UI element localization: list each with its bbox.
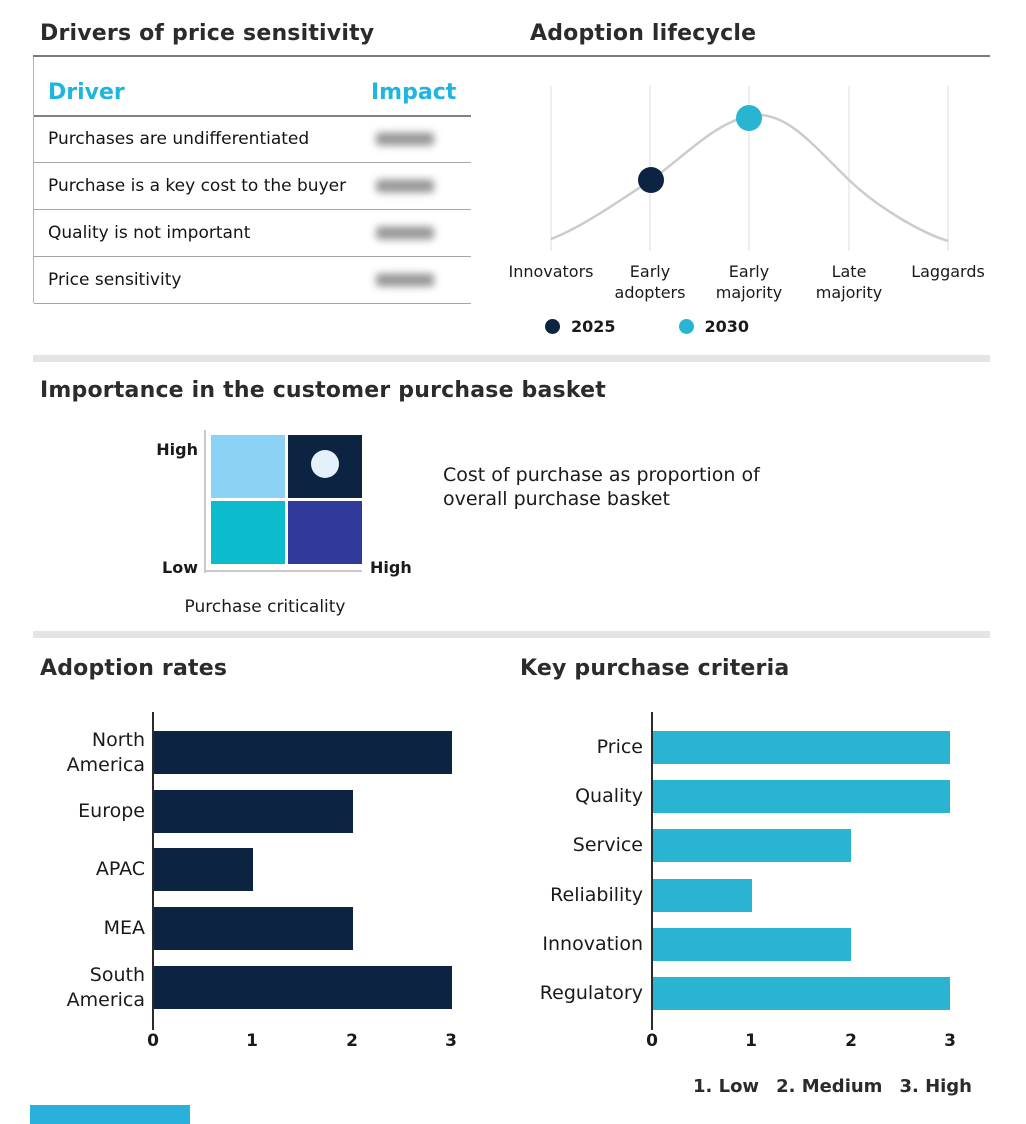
- driver-cell: Quality is not important: [48, 222, 251, 243]
- table-row: Quality is not important: [34, 209, 471, 257]
- stage-label: Late majority: [815, 262, 883, 302]
- drivers-table-header: Driver Impact: [34, 57, 471, 117]
- quadrant-bottom-right: [288, 501, 362, 564]
- point-2030: [736, 105, 762, 131]
- stage-label: Early majority: [715, 262, 783, 302]
- x-tick-label: 1: [745, 1031, 757, 1051]
- matrix-x-high-label: High: [370, 558, 412, 577]
- legend-dot-2025: [545, 319, 560, 334]
- x-tick-label: 1: [246, 1031, 258, 1051]
- driver-cell: Purchase is a key cost to the buyer: [48, 175, 347, 196]
- basket-annotation: Cost of purchase as proportion of overal…: [443, 464, 760, 510]
- category-label: Reliability: [550, 884, 643, 907]
- impact-redacted-value: [376, 226, 434, 239]
- x-tick-label: 3: [944, 1031, 956, 1051]
- legend-item-2030: 2030: [678, 317, 750, 336]
- purchase-basket-matrix: [211, 435, 362, 564]
- section-divider: [33, 631, 990, 638]
- scale-footnote-item: 1. Low: [692, 1076, 760, 1097]
- table-row: Price sensitivity: [34, 256, 471, 304]
- scale-footnote-item: 3. High: [899, 1076, 972, 1097]
- lifecycle-curve-chart: [550, 86, 949, 251]
- category-label: South America: [66, 964, 145, 1011]
- table-row: Purchase is a key cost to the buyer: [34, 162, 471, 210]
- stage-label: Innovators: [508, 262, 594, 281]
- top-title-rule: [33, 55, 990, 57]
- stage-label: Laggards: [911, 262, 985, 281]
- section-divider: [33, 355, 990, 362]
- legend-dot-2030: [678, 319, 694, 334]
- bar-innovation: [653, 928, 851, 961]
- legend-label: 2030: [704, 317, 750, 336]
- x-tick-label: 2: [845, 1031, 857, 1051]
- x-tick-label: 3: [445, 1031, 457, 1051]
- matrix-y-high-label: High: [156, 440, 198, 459]
- category-label: Innovation: [542, 933, 643, 956]
- bar-reliability: [653, 879, 752, 912]
- drivers-title: Drivers of price sensitivity: [40, 21, 375, 46]
- category-label: Regulatory: [539, 982, 643, 1005]
- matrix-x-axis-line: [204, 570, 362, 572]
- bar-south-america: [154, 966, 452, 1009]
- category-label: North America: [66, 729, 145, 776]
- driver-cell: Purchases are undifferentiated: [48, 128, 310, 149]
- point-2025: [638, 167, 664, 193]
- scale-footnote: 1. Low 2. Medium 3. High: [600, 1076, 972, 1097]
- footer-accent-bar: [30, 1105, 190, 1124]
- criteria-title: Key purchase criteria: [520, 656, 790, 681]
- table-row: Purchases are undifferentiated: [34, 115, 471, 163]
- impact-redacted-value: [376, 273, 434, 286]
- stage-label: Early adopters: [614, 262, 686, 302]
- matrix-axis-title: Purchase criticality: [184, 597, 346, 617]
- legend-label: 2025: [571, 317, 616, 336]
- matrix-highlight-dot: [311, 450, 339, 478]
- category-label: Price: [596, 736, 643, 759]
- category-label: Service: [572, 834, 643, 857]
- lifecycle-legend: 2025 2030: [545, 317, 749, 336]
- quadrant-bottom-left: [211, 501, 285, 564]
- bar-service: [653, 829, 851, 862]
- bar-mea: [154, 907, 353, 950]
- column-header-driver: Driver: [48, 80, 125, 105]
- scale-footnote-item: 2. Medium: [776, 1076, 883, 1097]
- legend-item-2025: 2025: [545, 317, 616, 336]
- x-tick-label: 0: [147, 1031, 159, 1051]
- impact-redacted-value: [376, 179, 434, 192]
- category-label: Quality: [575, 785, 643, 808]
- quadrant-top-left: [211, 435, 285, 498]
- bar-regulatory: [653, 977, 950, 1010]
- category-label: MEA: [103, 917, 145, 940]
- bar-north-america: [154, 731, 452, 774]
- driver-cell: Price sensitivity: [48, 269, 182, 290]
- drivers-table: Driver Impact Purchases are undifferenti…: [33, 57, 471, 304]
- lifecycle-title: Adoption lifecycle: [530, 21, 757, 46]
- matrix-y-axis-line: [204, 430, 206, 573]
- x-tick-label: 0: [646, 1031, 658, 1051]
- matrix-y-low-label: Low: [162, 558, 198, 577]
- category-label: Europe: [78, 800, 145, 823]
- x-tick-label: 2: [346, 1031, 358, 1051]
- bar-quality: [653, 780, 950, 813]
- y-axis-line: [651, 712, 653, 1030]
- category-label: APAC: [95, 858, 145, 881]
- bar-europe: [154, 790, 353, 833]
- adoption-title: Adoption rates: [40, 656, 228, 681]
- basket-title: Importance in the customer purchase bask…: [40, 378, 606, 403]
- impact-redacted-value: [376, 132, 434, 145]
- y-axis-line: [152, 712, 154, 1030]
- bar-price: [653, 731, 950, 764]
- column-header-impact: Impact: [371, 80, 457, 105]
- bar-apac: [154, 848, 254, 891]
